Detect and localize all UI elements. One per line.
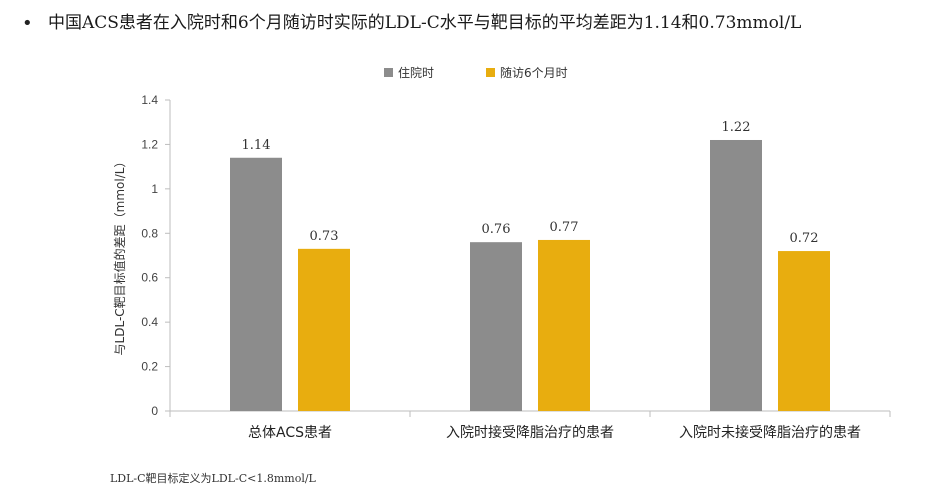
y-tick-label: 0.4 bbox=[141, 315, 158, 329]
data-label: 0.73 bbox=[310, 229, 339, 244]
bullet-dot: • bbox=[22, 13, 33, 34]
data-label: 0.76 bbox=[482, 222, 511, 237]
x-category-label: 入院时未接受降脂治疗的患者 bbox=[679, 424, 861, 441]
legend-swatch bbox=[486, 68, 495, 77]
legend-label: 住院时 bbox=[398, 66, 434, 80]
data-label: 0.72 bbox=[790, 231, 819, 246]
y-tick-label: 1.4 bbox=[141, 93, 158, 107]
y-tick-label: 1.2 bbox=[141, 137, 158, 151]
bar-admission bbox=[710, 139, 762, 411]
bar-followup bbox=[778, 251, 830, 411]
footnote: LDL-C靶目标定义为LDL-C<1.8mmol/L bbox=[110, 472, 316, 485]
y-axis-label: 与LDL-C靶目标值的差距（mmol/L） bbox=[112, 156, 127, 356]
y-tick-label: 0.6 bbox=[141, 271, 158, 285]
y-tick-label: 0.2 bbox=[141, 360, 158, 374]
data-label: 1.22 bbox=[722, 120, 751, 135]
x-category-label: 入院时接受降脂治疗的患者 bbox=[446, 424, 614, 441]
x-category-label: 总体ACS患者 bbox=[248, 425, 332, 441]
y-tick-label: 0.8 bbox=[141, 226, 158, 240]
bar-followup bbox=[298, 248, 350, 411]
bar-followup bbox=[538, 239, 590, 411]
bar-admission bbox=[470, 242, 522, 411]
bar-admission bbox=[230, 157, 282, 411]
legend-label: 随访6个月时 bbox=[500, 65, 568, 80]
data-label: 0.77 bbox=[550, 220, 579, 235]
y-tick-label: 0 bbox=[151, 404, 158, 418]
data-label: 1.14 bbox=[242, 138, 271, 153]
legend-swatch bbox=[384, 68, 393, 77]
y-tick-label: 1 bbox=[151, 182, 158, 196]
slide-heading: 中国ACS患者在入院时和6个月随访时实际的LDL-C水平与靶目标的平均差距为1.… bbox=[48, 13, 802, 33]
